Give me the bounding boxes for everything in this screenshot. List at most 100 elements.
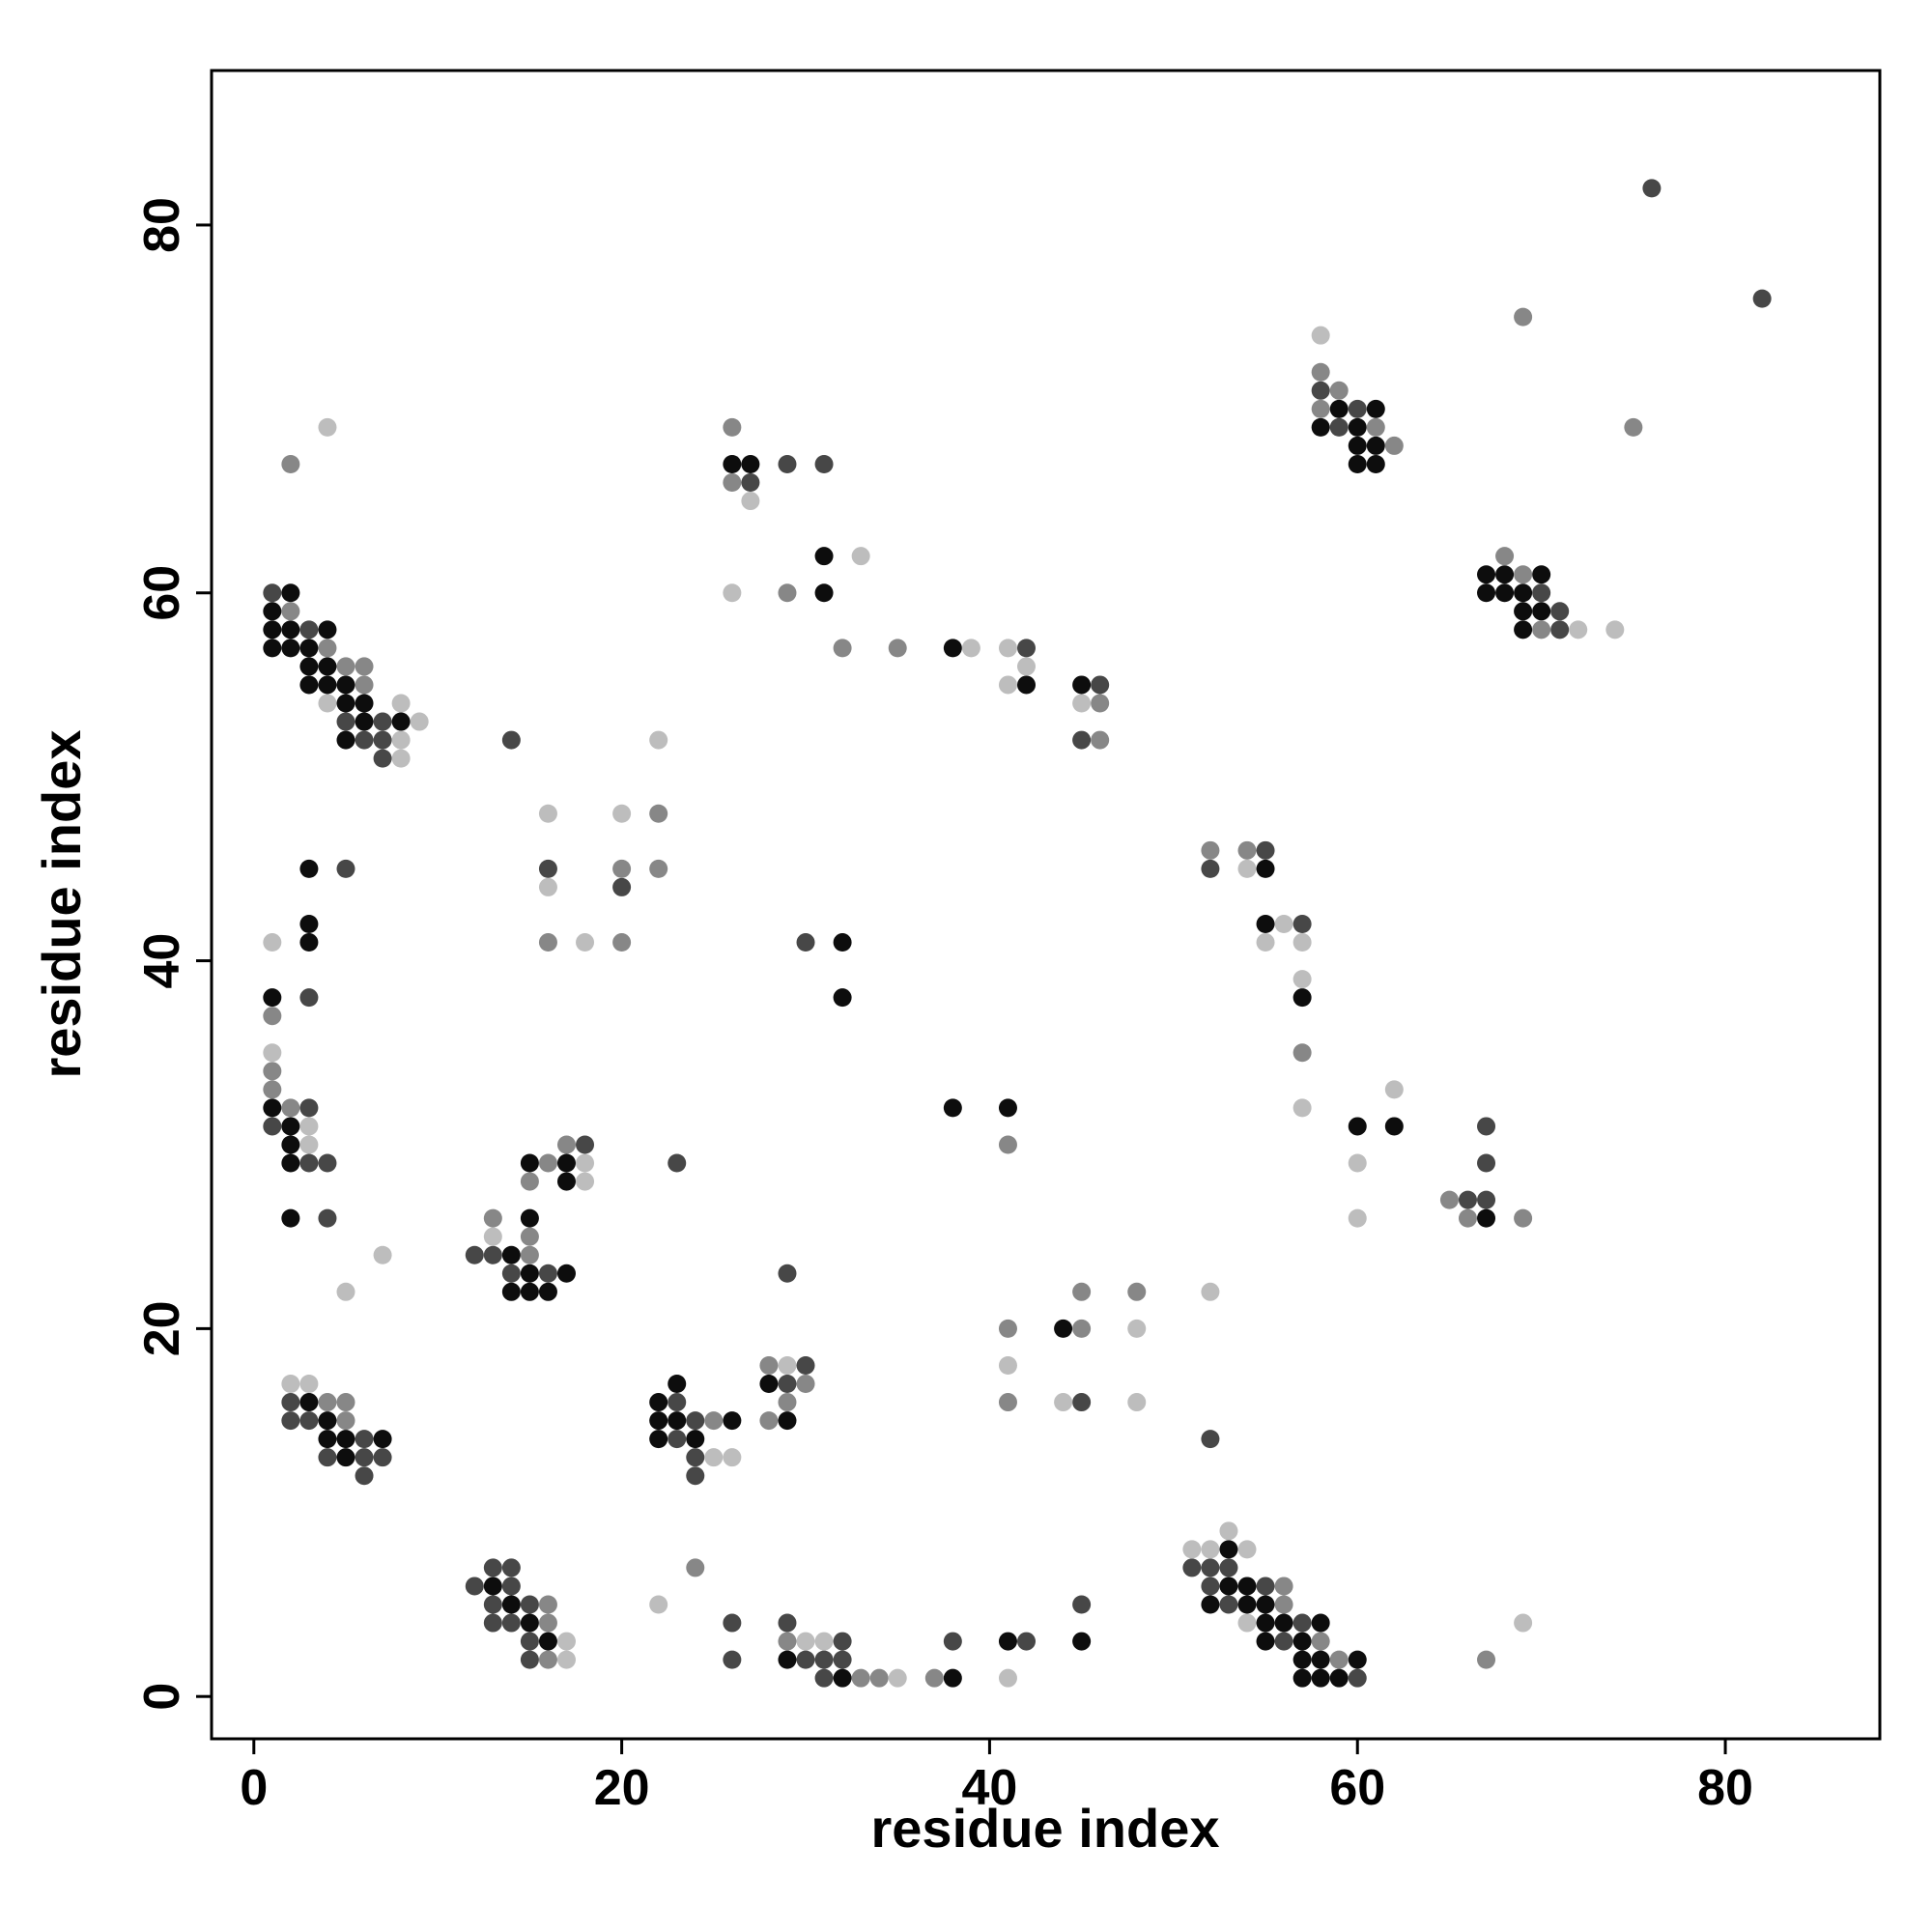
point — [1201, 1282, 1220, 1301]
point — [1329, 1650, 1349, 1669]
point — [778, 454, 797, 473]
point — [576, 1153, 595, 1173]
point — [1477, 565, 1496, 584]
point — [1256, 1577, 1275, 1596]
point — [1348, 1117, 1367, 1136]
point — [281, 1393, 300, 1412]
point — [833, 1632, 852, 1651]
point — [318, 1430, 337, 1449]
point — [355, 694, 374, 713]
point — [723, 1448, 742, 1467]
point — [961, 639, 980, 658]
point — [318, 1448, 337, 1467]
point — [1274, 1613, 1293, 1633]
point — [263, 620, 282, 639]
point — [520, 1245, 539, 1264]
point — [778, 1355, 797, 1375]
point — [1274, 1632, 1293, 1651]
point — [1127, 1319, 1147, 1338]
point — [538, 933, 557, 952]
point — [538, 1153, 557, 1173]
point — [538, 1613, 557, 1633]
point — [538, 877, 557, 896]
point — [1237, 1577, 1257, 1596]
point — [1219, 1540, 1238, 1559]
point — [759, 1411, 779, 1431]
point — [1477, 1208, 1496, 1228]
point — [299, 933, 319, 952]
point — [1384, 436, 1404, 455]
point — [741, 473, 760, 493]
point — [924, 1668, 944, 1688]
point — [1311, 399, 1330, 418]
point — [1477, 1153, 1496, 1173]
point — [1477, 1117, 1496, 1136]
point — [1293, 1632, 1312, 1651]
point — [1329, 381, 1349, 400]
point — [1256, 840, 1275, 860]
point — [355, 675, 374, 695]
point — [538, 1632, 557, 1651]
point — [1219, 1595, 1238, 1614]
point — [686, 1558, 705, 1577]
point — [686, 1430, 705, 1449]
point — [1072, 730, 1092, 750]
plot-frame — [210, 69, 1882, 1741]
point — [1237, 1613, 1257, 1633]
point — [833, 1650, 852, 1669]
point — [520, 1227, 539, 1246]
point — [1017, 1632, 1037, 1651]
point — [391, 730, 411, 750]
point — [1642, 179, 1662, 198]
point — [943, 1098, 962, 1118]
point — [336, 694, 355, 713]
point — [1514, 583, 1533, 603]
point — [1366, 417, 1385, 437]
point — [1072, 1282, 1092, 1301]
point — [1054, 1319, 1073, 1338]
point — [299, 1393, 319, 1412]
point — [851, 547, 870, 566]
point — [336, 675, 355, 695]
point — [263, 1098, 282, 1118]
point — [796, 1355, 815, 1375]
x-axis-title: residue index — [870, 1798, 1219, 1859]
point — [1256, 1613, 1275, 1633]
point — [520, 1172, 539, 1191]
point — [299, 1153, 319, 1173]
point — [1072, 1393, 1092, 1412]
point — [723, 454, 742, 473]
point — [281, 583, 300, 603]
point — [538, 1282, 557, 1301]
point — [1569, 620, 1588, 639]
point — [1329, 399, 1349, 418]
point — [501, 1264, 521, 1283]
point — [1201, 1430, 1220, 1449]
point — [391, 712, 411, 731]
x-tick-label: 20 — [594, 1760, 650, 1816]
point — [281, 454, 300, 473]
point — [501, 1595, 521, 1614]
point — [281, 1208, 300, 1228]
point — [723, 417, 742, 437]
point — [538, 804, 557, 823]
point — [299, 675, 319, 695]
point — [1201, 859, 1220, 878]
point — [1274, 914, 1293, 933]
point — [1054, 1393, 1073, 1412]
point — [833, 1668, 852, 1688]
point — [1256, 933, 1275, 952]
point — [796, 1375, 815, 1394]
point — [1256, 1632, 1275, 1651]
point — [1348, 1650, 1367, 1669]
point — [1293, 970, 1312, 989]
point — [723, 1650, 742, 1669]
point — [668, 1153, 687, 1173]
point — [943, 1668, 962, 1688]
point — [1201, 1577, 1220, 1596]
point — [299, 620, 319, 639]
point — [1127, 1282, 1147, 1301]
point — [501, 1245, 521, 1264]
point — [263, 988, 282, 1008]
